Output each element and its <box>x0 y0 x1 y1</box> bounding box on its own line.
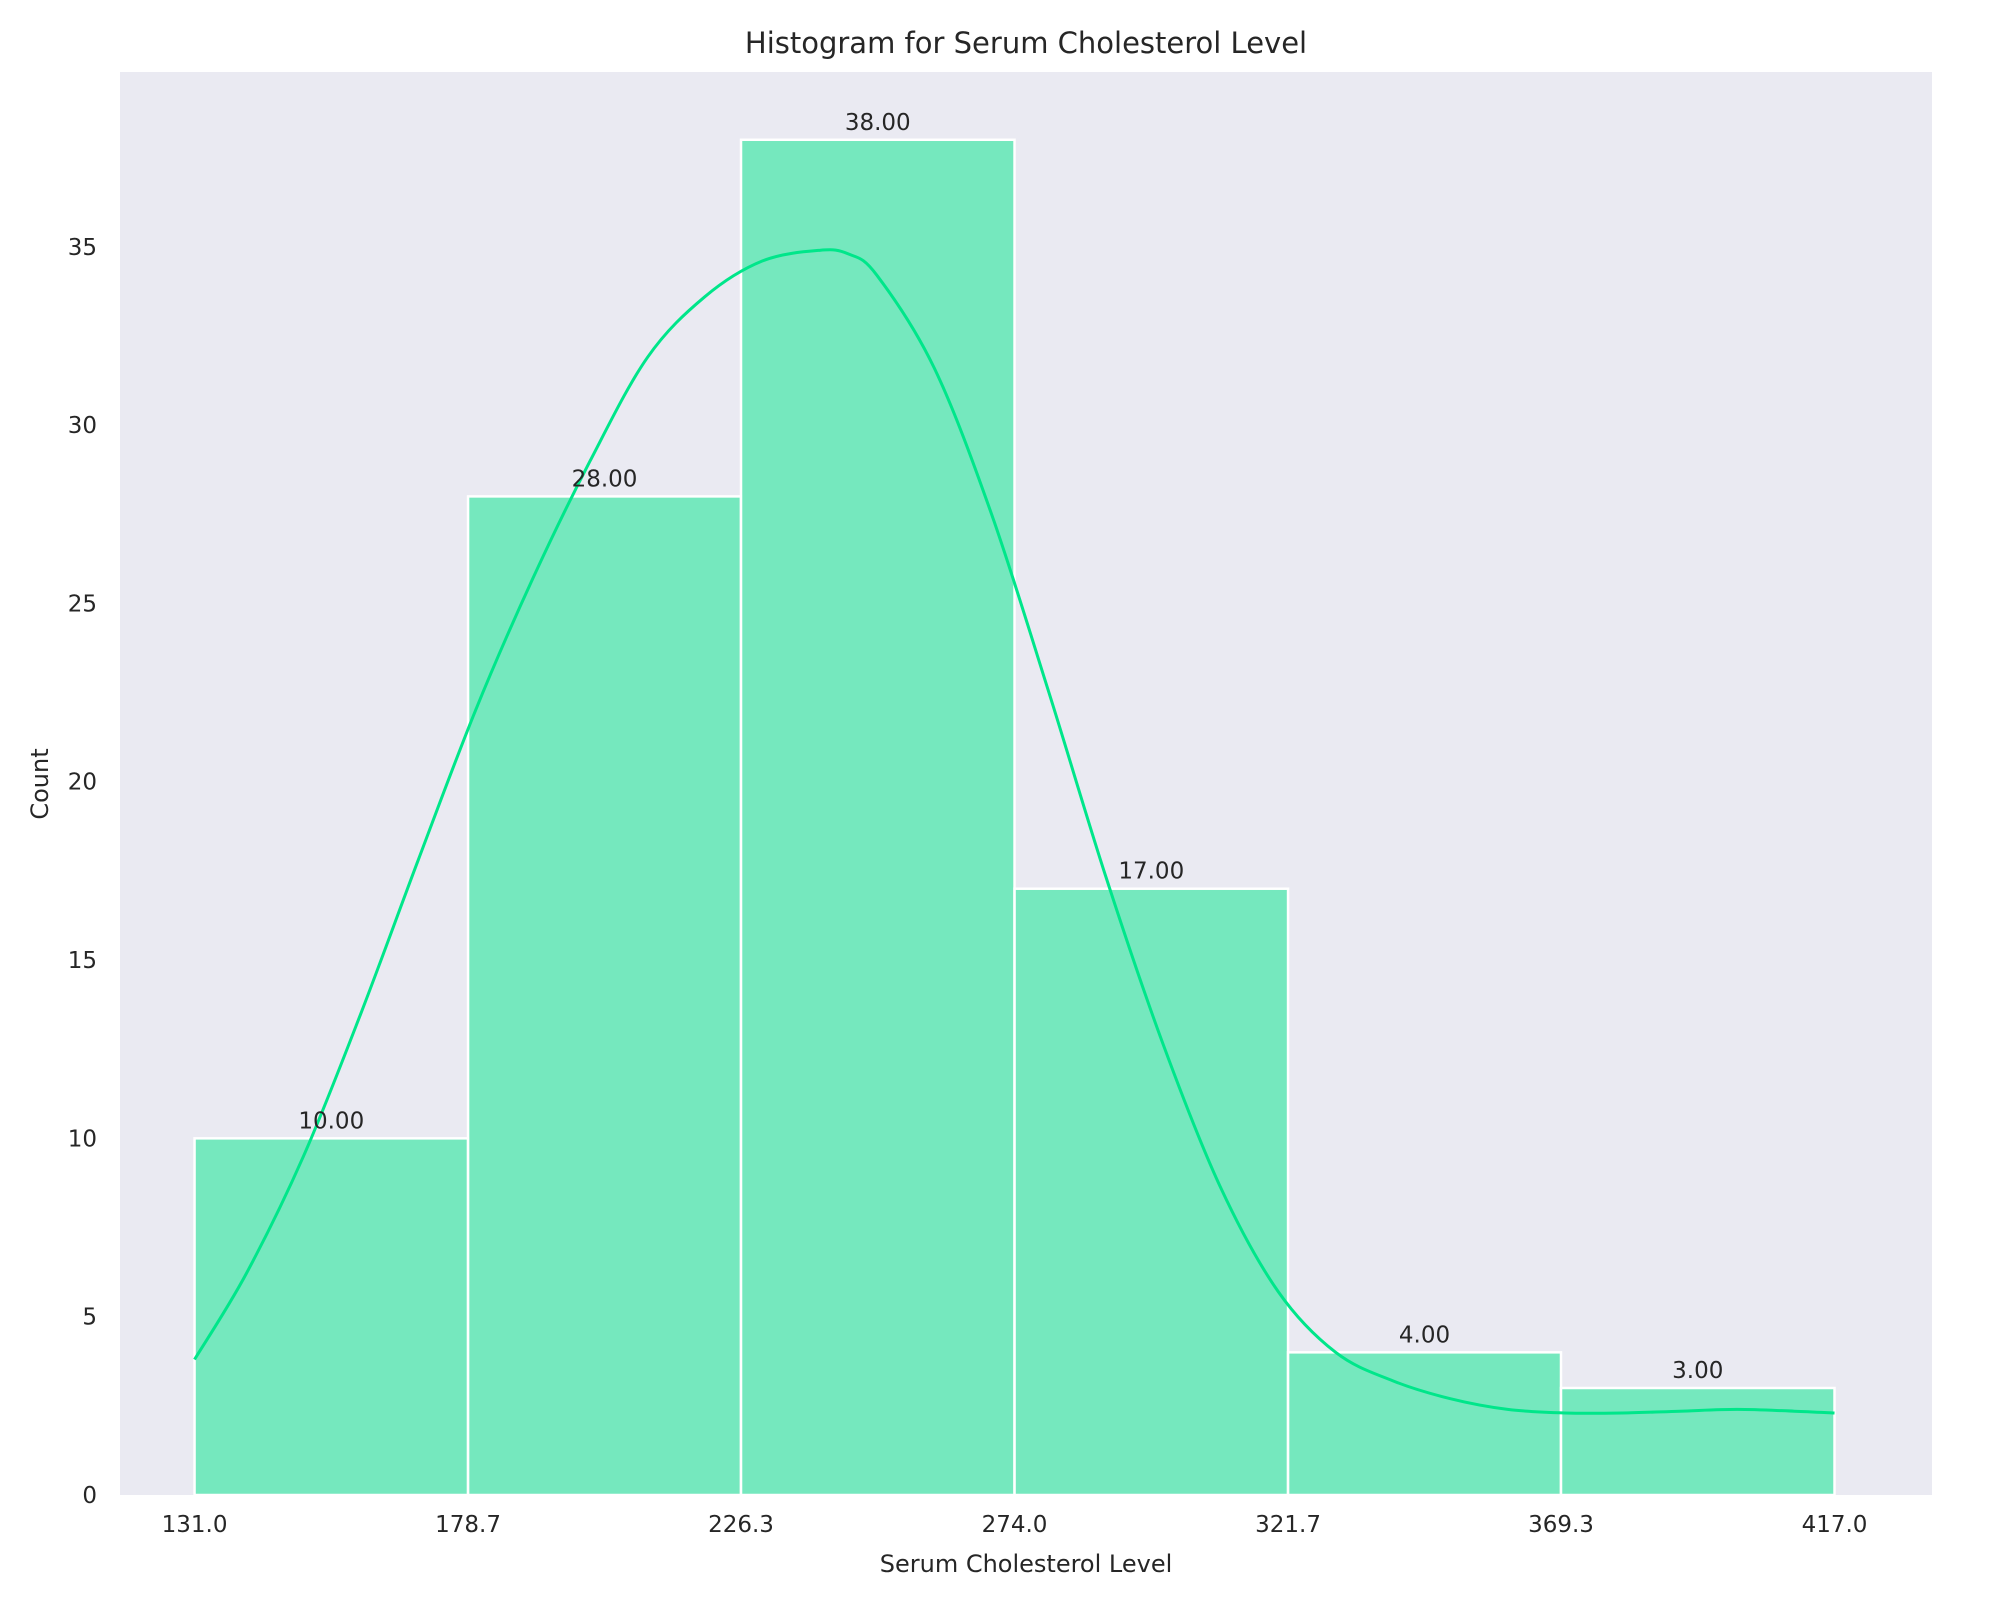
y-tick-label: 15 <box>68 948 97 974</box>
bar-value-label: 17.00 <box>1118 859 1184 885</box>
y-tick-label: 10 <box>68 1126 97 1152</box>
bar-value-label: 4.00 <box>1399 1322 1450 1348</box>
bar-value-label: 28.00 <box>572 466 638 492</box>
bar-value-label: 3.00 <box>1672 1358 1723 1384</box>
histogram-bars <box>193 138 1836 1497</box>
chart-title: Histogram for Serum Cholesterol Level <box>745 26 1307 60</box>
histogram-bar <box>466 495 743 1497</box>
x-tick-label: 274.0 <box>982 1512 1048 1538</box>
x-tick-label: 321.7 <box>1255 1512 1321 1538</box>
y-tick-label: 5 <box>82 1305 97 1331</box>
y-axis-ticks: 0 5 10 15 20 25 30 35 <box>68 235 97 1509</box>
x-tick-label: 131.0 <box>162 1512 228 1538</box>
histogram-bar <box>1286 1351 1563 1497</box>
x-tick-label: 226.3 <box>708 1512 774 1538</box>
bar-value-label: 10.00 <box>298 1108 364 1134</box>
histogram-bar <box>1559 1386 1836 1497</box>
y-tick-label: 20 <box>68 770 97 796</box>
y-axis-label: Count <box>26 748 54 819</box>
histogram-bar <box>193 1137 470 1497</box>
histogram-bar <box>739 138 1016 1497</box>
x-axis-label: Serum Cholesterol Level <box>880 1550 1173 1578</box>
kde-curve <box>193 248 1835 1415</box>
y-tick-label: 35 <box>68 235 97 261</box>
x-axis-ticks: 131.0 178.7 226.3 274.0 321.7 369.3 417.0 <box>162 1512 1868 1538</box>
histogram-bar <box>1013 887 1290 1497</box>
y-tick-label: 30 <box>68 413 97 439</box>
x-tick-label: 417.0 <box>1802 1512 1868 1538</box>
y-tick-label: 0 <box>82 1483 97 1509</box>
x-tick-label: 178.7 <box>435 1512 501 1538</box>
bar-value-labels: 10.00 28.00 38.00 17.00 4.00 3.00 <box>298 110 1723 1384</box>
x-tick-label: 369.3 <box>1528 1512 1594 1538</box>
bar-value-label: 38.00 <box>845 110 911 136</box>
y-tick-label: 25 <box>68 591 97 617</box>
